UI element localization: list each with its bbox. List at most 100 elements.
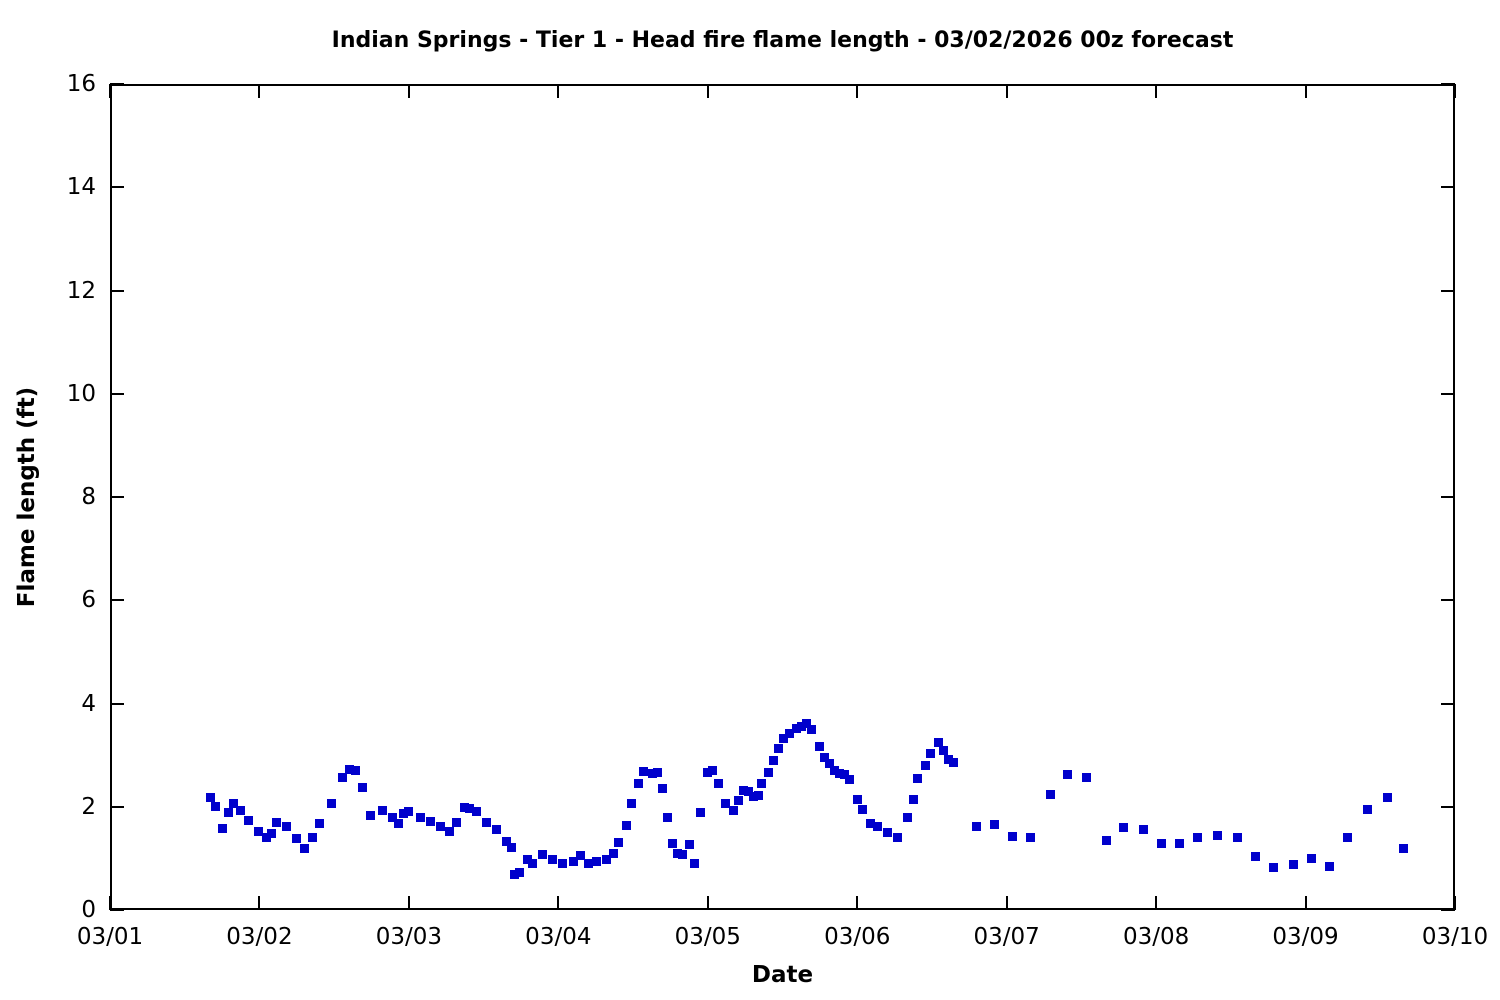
x-tick-label: 03/10: [1421, 924, 1489, 950]
data-point: [415, 812, 425, 822]
data-point: [774, 744, 784, 754]
data-point: [721, 798, 731, 808]
x-tick-bottom: [258, 896, 261, 910]
data-point: [377, 806, 387, 816]
data-point: [229, 799, 239, 809]
y-tick-label: 0: [81, 897, 96, 923]
x-tick-label: 03/09: [1272, 924, 1339, 950]
data-point: [272, 817, 282, 827]
data-point: [576, 851, 586, 861]
x-tick-top: [1304, 84, 1307, 98]
data-point: [830, 765, 840, 775]
x-axis-title: Date: [751, 962, 814, 988]
data-point: [938, 746, 948, 756]
data-point: [873, 822, 883, 832]
x-tick-top: [1005, 84, 1008, 98]
data-point: [1232, 832, 1242, 842]
data-point: [492, 825, 502, 835]
data-point: [358, 782, 368, 792]
data-point: [757, 778, 767, 788]
x-tick-label: 03/08: [1122, 924, 1190, 950]
data-point: [785, 729, 795, 739]
data-point: [224, 808, 234, 818]
data-point: [1045, 790, 1055, 800]
data-point: [908, 794, 918, 804]
y-tick-left: [110, 496, 124, 498]
data-point: [1138, 825, 1148, 835]
data-point: [558, 858, 568, 868]
data-point: [1288, 859, 1298, 869]
chart-title: Indian Springs - Tier 1 - Head fire flam…: [331, 28, 1234, 53]
data-point: [748, 792, 758, 802]
y-tick-label: 2: [81, 793, 96, 820]
data-point: [934, 738, 944, 748]
data-point: [714, 778, 724, 788]
data-point: [254, 827, 264, 837]
data-point: [506, 842, 516, 852]
data-point: [1251, 852, 1261, 862]
x-tick-top: [1454, 84, 1456, 98]
data-point: [802, 718, 812, 728]
data-point: [820, 752, 830, 762]
data-point: [388, 812, 398, 822]
data-point: [471, 807, 481, 817]
x-tick-bottom: [407, 896, 410, 910]
data-point: [1307, 854, 1317, 864]
x-tick-top: [706, 84, 709, 98]
data-point: [308, 832, 318, 842]
data-point: [1063, 769, 1073, 779]
data-point: [291, 833, 301, 843]
x-tick-top: [258, 84, 261, 98]
x-tick-top: [856, 84, 859, 98]
x-tick-top: [1155, 84, 1158, 98]
data-point: [235, 806, 245, 816]
y-tick-left: [110, 702, 124, 705]
y-tick-label: 12: [66, 277, 96, 304]
data-point: [852, 794, 862, 804]
data-point: [338, 773, 348, 783]
data-point: [609, 848, 619, 858]
x-tick-top: [407, 84, 410, 98]
data-point: [668, 839, 678, 849]
data-point: [548, 855, 558, 865]
data-point: [653, 767, 663, 777]
data-point: [845, 775, 855, 785]
data-point: [510, 870, 520, 880]
x-tick-top: [557, 84, 560, 98]
data-point: [538, 849, 548, 859]
data-point: [744, 787, 754, 797]
data-point: [902, 812, 912, 822]
data-point: [1119, 823, 1129, 833]
data-point: [244, 815, 254, 825]
data-point: [445, 826, 455, 836]
x-tick-bottom: [557, 896, 560, 910]
data-point: [515, 868, 525, 878]
data-point: [971, 822, 981, 832]
data-point: [345, 764, 355, 774]
y-tick-left: [110, 83, 124, 85]
y-tick-right: [1441, 909, 1455, 911]
x-tick-bottom: [109, 896, 111, 910]
data-point: [425, 816, 435, 826]
x-tick-label: 03/04: [525, 924, 592, 950]
data-point: [452, 818, 462, 828]
plot-frame: [110, 84, 1455, 910]
data-point: [281, 822, 291, 832]
y-tick-right: [1441, 83, 1455, 85]
data-point: [1082, 773, 1092, 783]
data-point: [501, 837, 511, 847]
data-point: [1008, 831, 1018, 841]
data-point: [627, 798, 637, 808]
data-point: [814, 742, 824, 752]
data-point: [912, 774, 922, 784]
y-tick-label: 14: [66, 174, 96, 201]
data-point: [1175, 839, 1185, 849]
data-point: [858, 805, 868, 815]
data-point: [684, 840, 694, 850]
y-tick-right: [1441, 186, 1455, 189]
data-point: [839, 769, 849, 779]
data-point: [460, 803, 470, 813]
data-point: [614, 838, 624, 848]
data-point: [398, 809, 408, 819]
data-point: [925, 748, 935, 758]
